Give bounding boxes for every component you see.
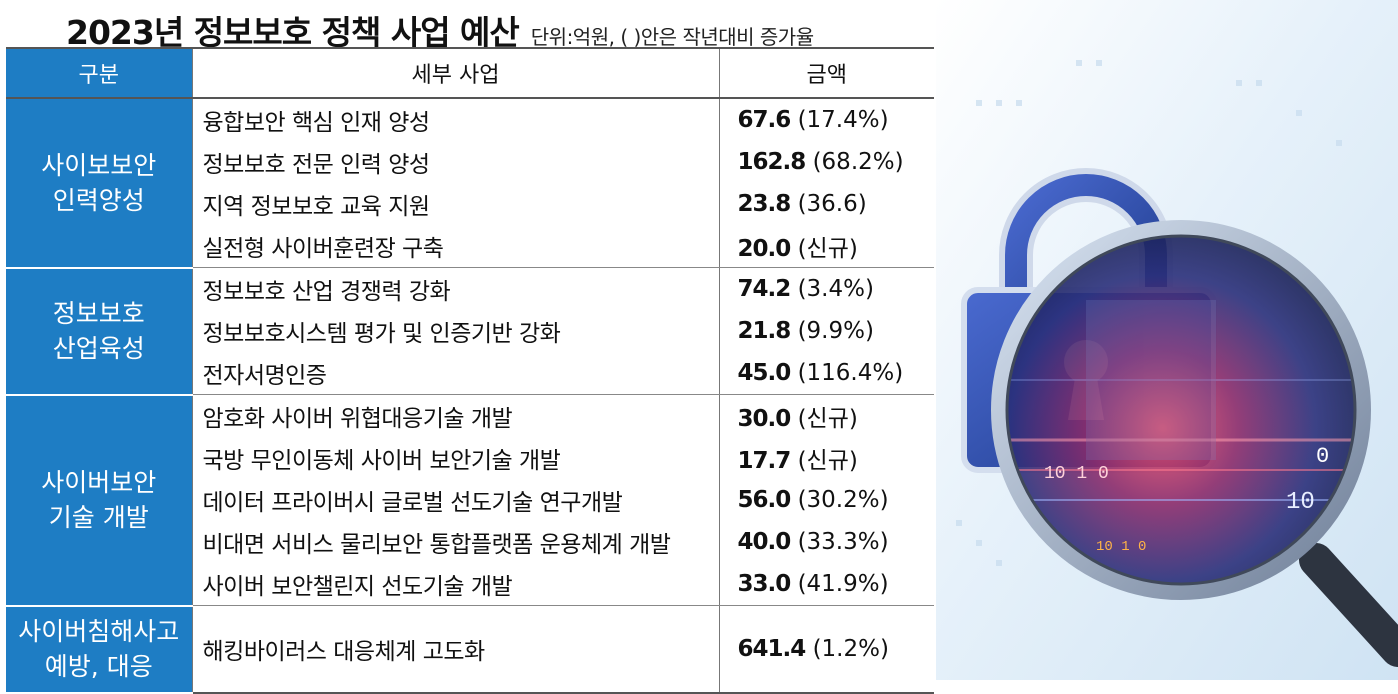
- item-cell: 융합보안 핵심 인재 양성: [191, 98, 719, 141]
- amount-value: 23.8: [737, 191, 792, 217]
- amount-change: (3.4%): [797, 276, 874, 302]
- amount-cell: 45.0 (116.4%): [718, 352, 934, 395]
- amount-value: 45.0: [737, 360, 792, 386]
- amount-value: 33.0: [737, 571, 792, 597]
- table-row: 사이보보안 인력양성 융합보안 핵심 인재 양성 67.6 (17.4%): [6, 98, 934, 269]
- table-row: 정보보호시스템 평가 및 인증기반 강화 21.8 (9.9%): [6, 310, 934, 352]
- amount-value: 17.7: [737, 448, 792, 474]
- budget-table: 구분 세부 사업 금액 사이보보안 인력양성 융합보안 핵심 인재 양성 67.…: [6, 47, 934, 694]
- table-row: 지역 정보보호 교육 지원 23.8 (36.6): [6, 183, 934, 225]
- category-cell: 사이버침해사고 예방, 대응: [6, 605, 192, 694]
- binary-text-3: 0: [1316, 444, 1329, 469]
- amount-change: (9.9%): [797, 318, 874, 344]
- category-cell: 정보보호 산업육성: [6, 267, 192, 396]
- item-cell: 비대면 서비스 물리보안 통합플랫폼 운용체계 개발: [191, 521, 719, 563]
- amount-change: (신규): [797, 448, 858, 474]
- amount-change: (1.2%): [812, 636, 889, 662]
- table-row: 정보보호 산업육성 정보보호 산업 경쟁력 강화 74.2 (3.4%): [6, 267, 934, 396]
- binary-text-4: 10: [1286, 489, 1315, 516]
- amount-change: (33.3%): [797, 529, 889, 555]
- amount-value: 67.6: [737, 107, 792, 133]
- amount-change: (116.4%): [797, 360, 904, 386]
- category-cell: 사이버보안 기술 개발: [6, 394, 192, 607]
- item-cell: 데이터 프라이버시 글로벌 선도기술 연구개발: [191, 479, 719, 521]
- magnifier-icon: [991, 220, 1398, 667]
- amount-change: (68.2%): [812, 149, 904, 175]
- table-row: 실전형 사이버훈련장 구축 20.0 (신규): [6, 225, 934, 268]
- digital-dots: [956, 60, 1342, 566]
- item-cell: 사이버 보안챌린지 선도기술 개발: [191, 563, 719, 606]
- table-row: 사이버보안 기술 개발 암호화 사이버 위협대응기술 개발 30.0 (신규): [6, 394, 934, 607]
- amount-value: 74.2: [737, 276, 792, 302]
- table-header-row: 구분 세부 사업 금액: [6, 47, 934, 99]
- amount-cell: 21.8 (9.9%): [718, 310, 934, 352]
- amount-cell: 74.2 (3.4%): [718, 267, 934, 310]
- category-cell: 사이보보안 인력양성: [6, 98, 192, 269]
- table-row: 정보보호 전문 인력 양성 162.8 (68.2%): [6, 141, 934, 183]
- security-illustration: 10 1 0 10 1 0 0 10: [936, 0, 1398, 680]
- table-row: 사이버 보안챌린지 선도기술 개발 33.0 (41.9%): [6, 563, 934, 606]
- item-cell: 실전형 사이버훈련장 구축: [191, 225, 719, 268]
- amount-cell: 67.6 (17.4%): [718, 98, 934, 141]
- table-row: 데이터 프라이버시 글로벌 선도기술 연구개발 56.0 (30.2%): [6, 479, 934, 521]
- amount-change: (신규): [797, 406, 858, 432]
- amount-change: (30.2%): [797, 487, 889, 513]
- amount-cell: 30.0 (신규): [718, 394, 934, 437]
- item-cell: 암호화 사이버 위협대응기술 개발: [191, 394, 719, 437]
- item-cell: 정보보호시스템 평가 및 인증기반 강화: [191, 310, 719, 352]
- amount-cell: 56.0 (30.2%): [718, 479, 934, 521]
- item-cell: 정보보호 전문 인력 양성: [191, 141, 719, 183]
- amount-value: 162.8: [737, 149, 807, 175]
- binary-text-1: 10 1 0: [1044, 464, 1109, 484]
- category-label: 사이보보안 인력양성: [41, 150, 157, 215]
- header: 2023년 정보보호 정책 사업 예산 단위:억원, ( )안은 작년대비 증가…: [66, 6, 814, 52]
- unit-note: 단위:억원, ( )안은 작년대비 증가율: [530, 25, 814, 49]
- column-header-item: 세부 사업: [191, 47, 719, 99]
- amount-value: 21.8: [737, 318, 792, 344]
- item-cell: 전자서명인증: [191, 352, 719, 395]
- amount-change: (41.9%): [797, 571, 889, 597]
- page-title: 2023년 정보보호 정책 사업 예산: [66, 13, 520, 52]
- item-cell: 국방 무인이동체 사이버 보안기술 개발: [191, 437, 719, 479]
- amount-cell: 23.8 (36.6): [718, 183, 934, 225]
- amount-value: 56.0: [737, 487, 792, 513]
- amount-change: (17.4%): [797, 107, 889, 133]
- item-cell: 정보보호 산업 경쟁력 강화: [191, 267, 719, 310]
- amount-cell: 20.0 (신규): [718, 225, 934, 268]
- binary-text: 10 1 0 10 1 0 0 10: [1044, 444, 1329, 555]
- amount-value: 20.0: [737, 236, 792, 262]
- table-row: 비대면 서비스 물리보안 통합플랫폼 운용체계 개발 40.0 (33.3%): [6, 521, 934, 563]
- amount-value: 30.0: [737, 406, 792, 432]
- column-header-category: 구분: [6, 47, 192, 99]
- amount-value: 641.4: [737, 636, 807, 662]
- category-label: 정보보호 산업육성: [52, 299, 145, 363]
- amount-value: 40.0: [737, 529, 792, 555]
- amount-cell: 17.7 (신규): [718, 437, 934, 479]
- amount-cell: 40.0 (33.3%): [718, 521, 934, 563]
- amount-cell: 33.0 (41.9%): [718, 563, 934, 606]
- amount-change: (신규): [797, 236, 858, 262]
- table-row: 전자서명인증 45.0 (116.4%): [6, 352, 934, 395]
- category-label: 사이버보안 기술 개발: [41, 468, 157, 532]
- amount-cell: 162.8 (68.2%): [718, 141, 934, 183]
- binary-text-2: 10 1 0: [1096, 539, 1146, 555]
- column-header-amount: 금액: [718, 47, 934, 99]
- item-cell: 지역 정보보호 교육 지원: [191, 183, 719, 225]
- amount-change: (36.6): [797, 191, 867, 217]
- category-label: 사이버침해사고 예방, 대응: [18, 617, 180, 682]
- table-row: 국방 무인이동체 사이버 보안기술 개발 17.7 (신규): [6, 437, 934, 479]
